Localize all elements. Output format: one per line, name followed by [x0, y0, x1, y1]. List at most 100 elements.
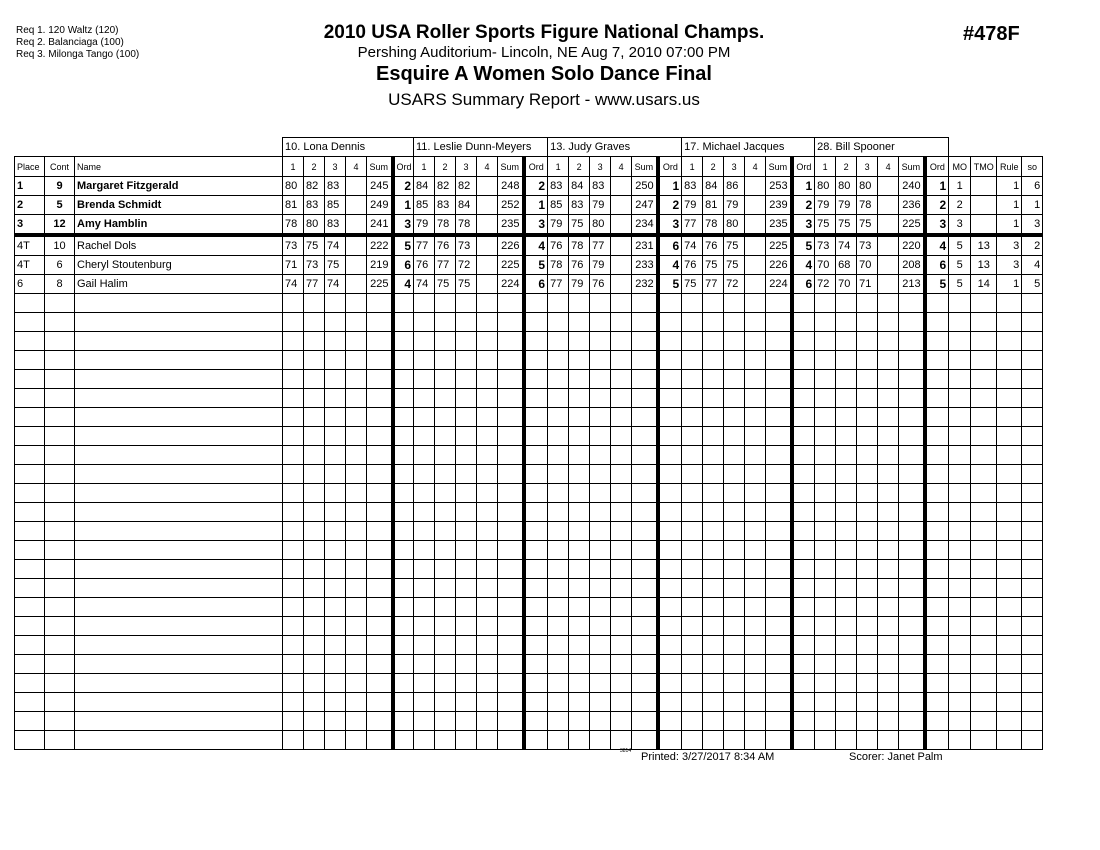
- empty-cell: [948, 692, 972, 712]
- empty-row: [14, 483, 1044, 503]
- mo-cell: 5: [948, 274, 972, 294]
- empty-cell: [856, 578, 879, 598]
- empty-cell: [681, 616, 704, 636]
- mo-cell: 3: [948, 214, 972, 237]
- sum-cell: 235: [497, 214, 524, 237]
- score-cell: 79: [413, 214, 435, 237]
- empty-cell: [282, 331, 304, 351]
- empty-row: [14, 597, 1044, 617]
- empty-cell: [366, 673, 393, 693]
- empty-cell: [1021, 426, 1044, 446]
- empty-cell: [681, 312, 704, 332]
- empty-cell: [282, 426, 304, 446]
- empty-cell: [521, 483, 549, 503]
- empty-cell: [610, 445, 633, 465]
- empty-cell: [476, 464, 498, 484]
- empty-cell: [922, 464, 950, 484]
- empty-cell: [434, 540, 456, 560]
- empty-cell: [324, 673, 346, 693]
- empty-cell: [1021, 597, 1044, 617]
- skater-name: Cheryl Stoutenburg: [74, 255, 283, 275]
- empty-cell: [455, 597, 477, 617]
- ordinal-cell: 2: [922, 195, 950, 215]
- empty-cell: [655, 483, 683, 503]
- empty-cell: [589, 521, 612, 541]
- score-cell: 77: [681, 214, 704, 237]
- empty-cell: [74, 407, 283, 427]
- empty-cell: [74, 502, 283, 522]
- empty-cell: [723, 369, 746, 389]
- empty-cell: [631, 388, 659, 408]
- requirements-list: Req 1. 120 Waltz (120) Req 2. Balanciaga…: [16, 25, 139, 61]
- empty-cell: [877, 654, 900, 674]
- empty-cell: [681, 483, 704, 503]
- empty-cell: [835, 483, 858, 503]
- empty-cell: [568, 369, 591, 389]
- score-cell: 75: [434, 274, 456, 294]
- empty-cell: [74, 673, 283, 693]
- results-table: 10. Lona Dennis 11. Leslie Dunn-Meyers 13.…: [14, 137, 1044, 750]
- empty-cell: [922, 350, 950, 370]
- empty-cell: [568, 407, 591, 427]
- empty-cell: [1021, 521, 1044, 541]
- empty-cell: [744, 635, 767, 655]
- empty-cell: [610, 597, 633, 617]
- score-cell: 80: [303, 214, 325, 237]
- empty-cell: [434, 635, 456, 655]
- score-cell: 80: [282, 176, 304, 196]
- empty-cell: [568, 388, 591, 408]
- score-cell: 83: [324, 176, 346, 196]
- empty-cell: [547, 673, 570, 693]
- empty-cell: [922, 445, 950, 465]
- place-cell: 4T: [14, 255, 45, 275]
- sum-cell: 232: [631, 274, 659, 294]
- score-cell: 74: [324, 234, 346, 256]
- empty-cell: [303, 350, 325, 370]
- empty-cell: [723, 464, 746, 484]
- empty-cell: [547, 426, 570, 446]
- empty-cell: [996, 540, 1023, 560]
- event-title: Esquire A Women Solo Dance Final: [376, 63, 712, 85]
- empty-cell: [681, 692, 704, 712]
- empty-cell: [856, 369, 879, 389]
- empty-cell: [655, 464, 683, 484]
- empty-cell: [631, 369, 659, 389]
- empty-cell: [1021, 616, 1044, 636]
- sum-cell: 225: [366, 274, 393, 294]
- empty-cell: [996, 293, 1023, 313]
- score-cell: [476, 195, 498, 215]
- empty-cell: [631, 407, 659, 427]
- empty-cell: [14, 521, 45, 541]
- empty-cell: [681, 350, 704, 370]
- empty-cell: [970, 578, 998, 598]
- empty-cell: [744, 521, 767, 541]
- score-header: 1: [547, 156, 570, 177]
- empty-cell: [1021, 312, 1044, 332]
- empty-cell: [789, 293, 816, 313]
- place-cell: 4T: [14, 234, 45, 256]
- score-cell: 80: [814, 176, 837, 196]
- table-row: 2 5 Brenda Schmidt 81 83 85 249 1 85 83 84 252 1 85 83…: [14, 195, 1044, 215]
- empty-cell: [303, 730, 325, 750]
- empty-cell: [324, 711, 346, 731]
- empty-cell: [765, 350, 793, 370]
- empty-cell: [366, 521, 393, 541]
- empty-cell: [589, 331, 612, 351]
- empty-cell: [434, 483, 456, 503]
- empty-cell: [413, 445, 435, 465]
- empty-cell: [589, 540, 612, 560]
- empty-cell: [44, 559, 75, 579]
- empty-cell: [434, 426, 456, 446]
- empty-cell: [789, 350, 816, 370]
- score-header: 1: [681, 156, 704, 177]
- empty-cell: [521, 540, 549, 560]
- score-cell: 79: [568, 274, 591, 294]
- score-cell: 84: [455, 195, 477, 215]
- score-cell: 73: [814, 234, 837, 256]
- skater-name: Margaret Fitzgerald: [74, 176, 283, 196]
- empty-cell: [948, 369, 972, 389]
- empty-cell: [723, 521, 746, 541]
- empty-cell: [835, 464, 858, 484]
- empty-cell: [345, 673, 367, 693]
- empty-cell: [744, 730, 767, 750]
